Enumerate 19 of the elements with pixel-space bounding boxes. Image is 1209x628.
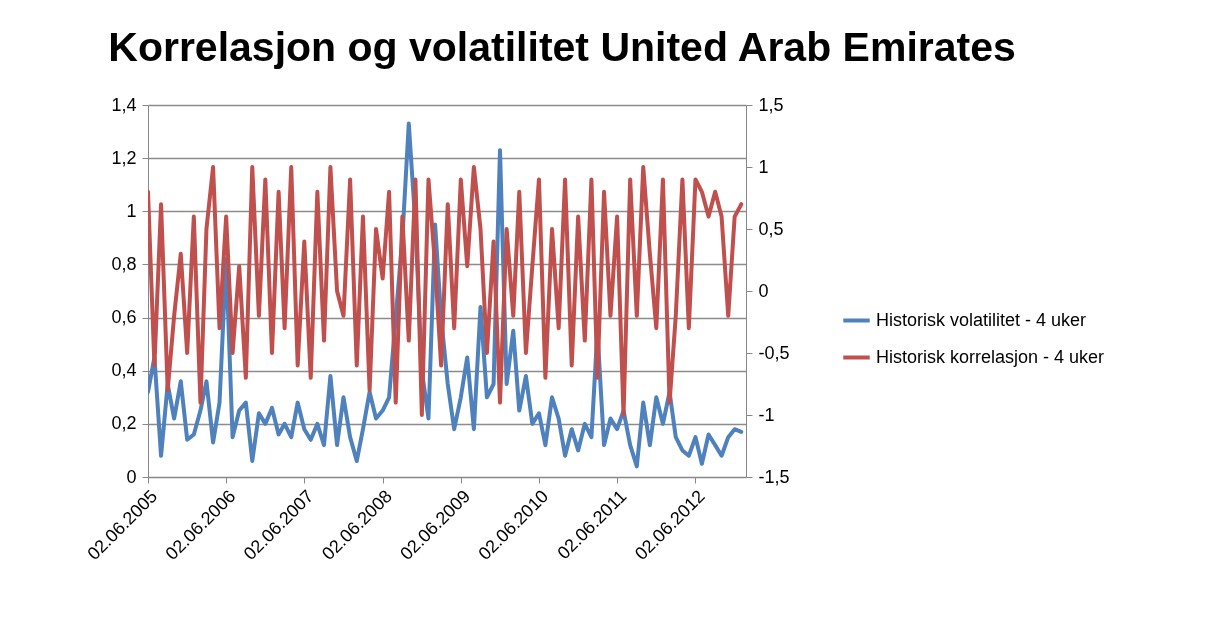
y-tick-label: 0 bbox=[126, 466, 137, 487]
y2-tick-label: 1 bbox=[758, 156, 769, 177]
line-series bbox=[148, 165, 744, 417]
legend-label: Historisk korrelasjon - 4 uker bbox=[876, 346, 1105, 367]
y-tick-label: 1 bbox=[126, 200, 137, 221]
y-tick-label: 1,2 bbox=[111, 147, 137, 168]
legend-label: Historisk volatilitet - 4 uker bbox=[876, 309, 1087, 330]
y2-tick-label: 0,5 bbox=[758, 218, 784, 239]
y-tick-label: 0,6 bbox=[111, 307, 137, 328]
y-tick-label: 1,4 bbox=[111, 94, 137, 115]
y-tick-label: 0,2 bbox=[111, 413, 137, 434]
y-tick-label: 0,8 bbox=[111, 253, 137, 274]
y2-tick-label: -1 bbox=[758, 404, 775, 425]
y2-tick-label: 0 bbox=[758, 280, 769, 301]
y2-tick-label: -0,5 bbox=[758, 342, 790, 363]
y-tick-label: 0,4 bbox=[111, 360, 137, 381]
chart-title: Korrelasjon og volatilitet United Arab Emirates bbox=[108, 24, 1016, 70]
y2-tick-label: 1,5 bbox=[758, 94, 784, 115]
y2-tick-label: -1,5 bbox=[758, 466, 790, 487]
